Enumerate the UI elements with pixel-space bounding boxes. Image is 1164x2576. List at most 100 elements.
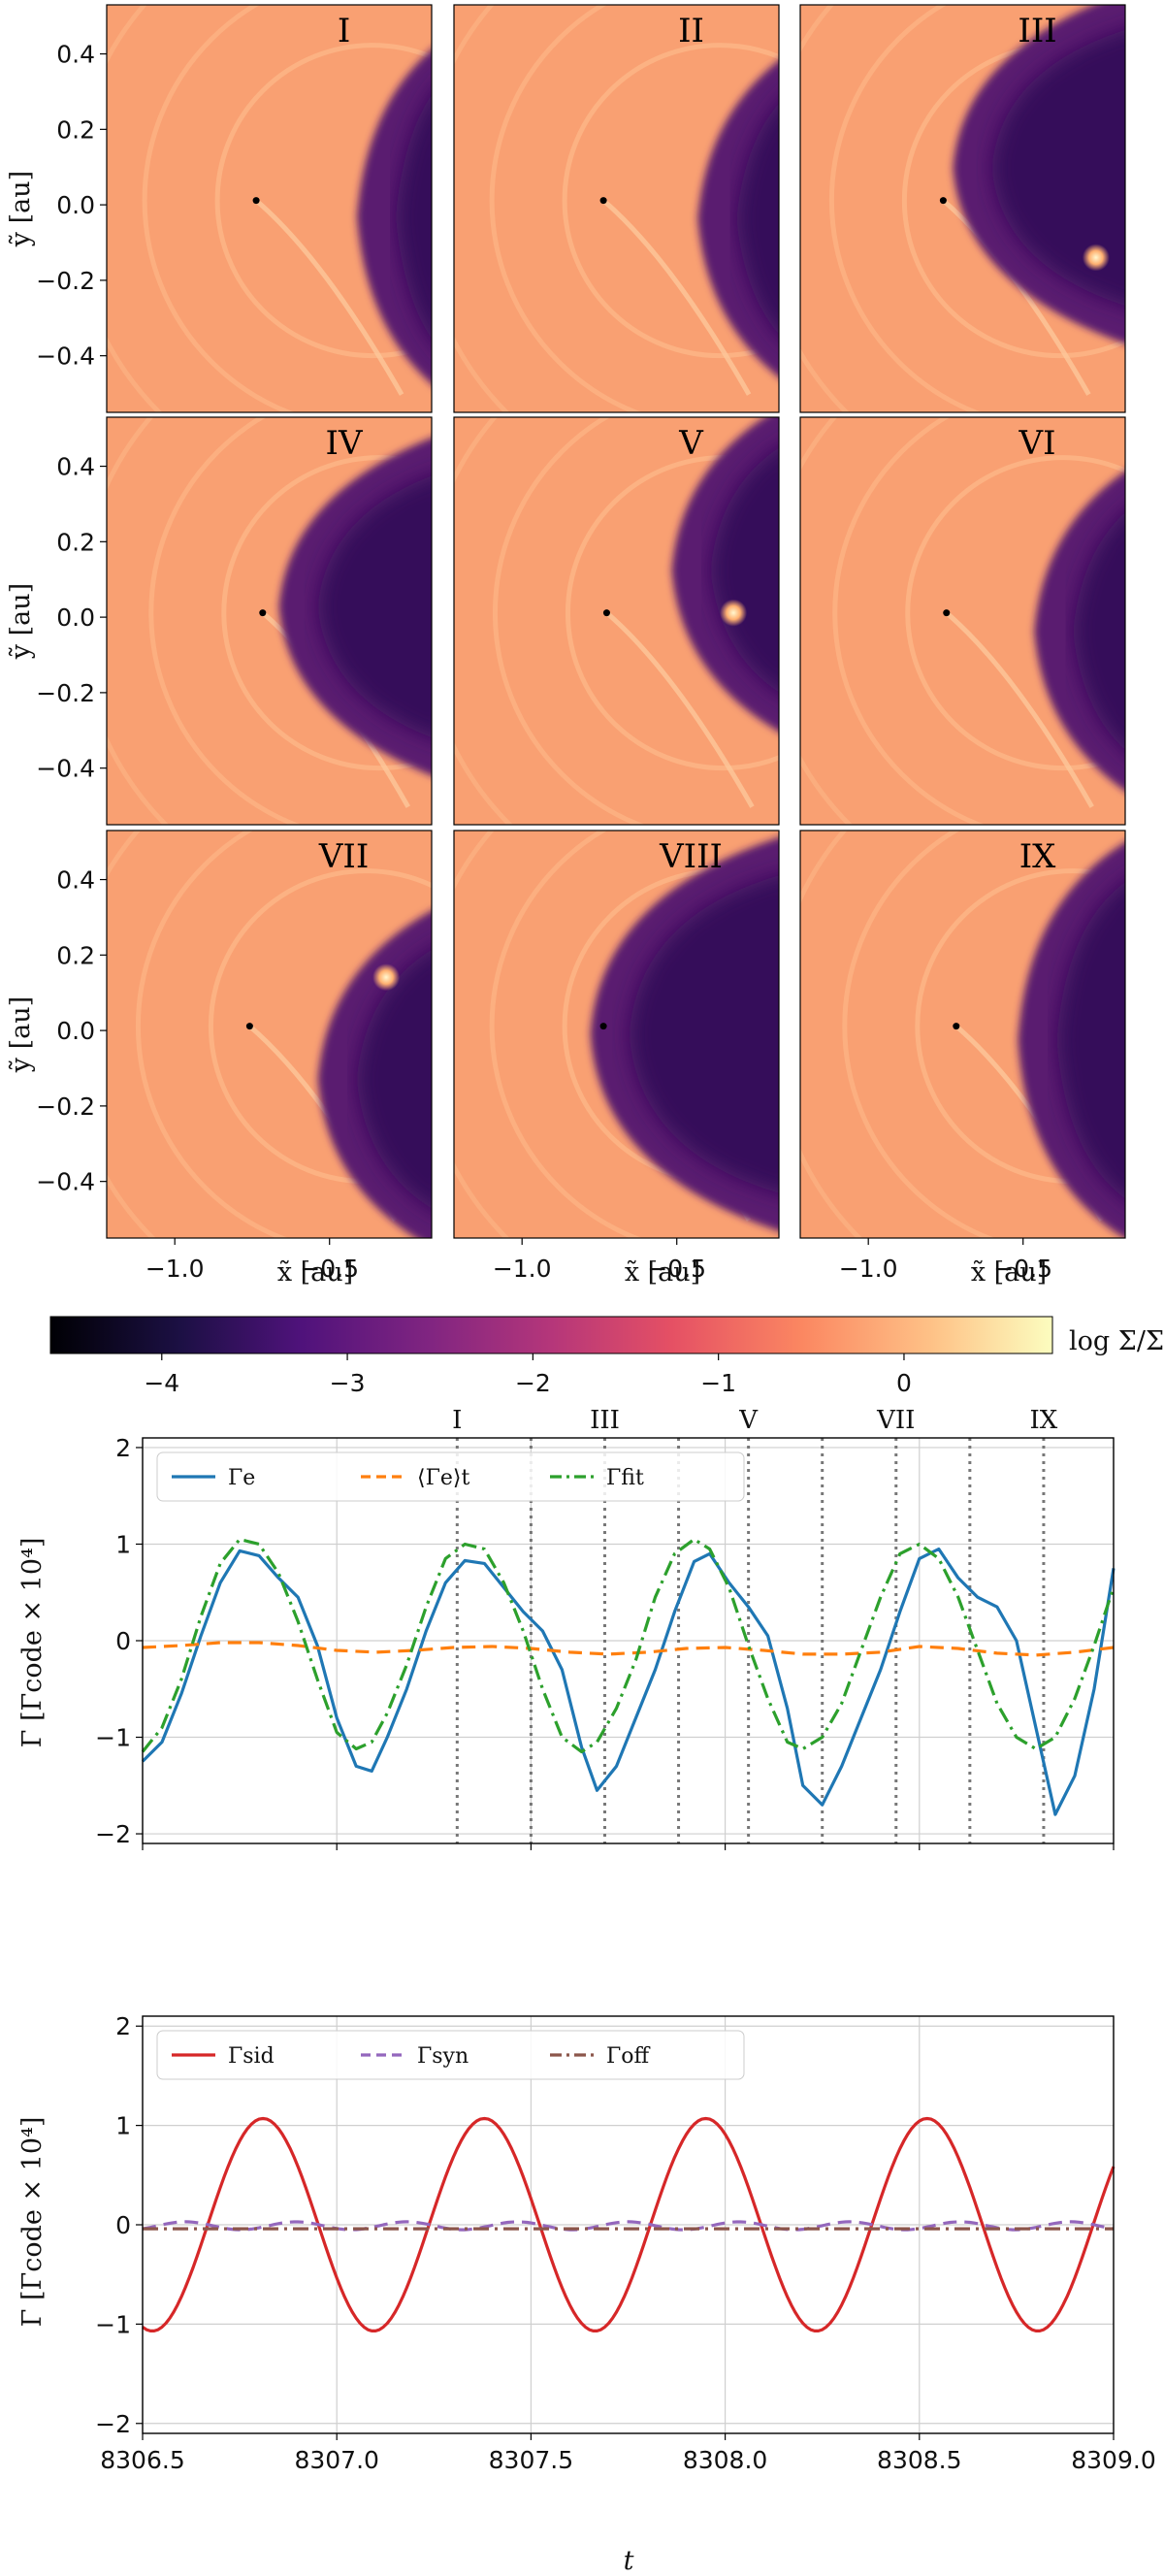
x-tick-label: −1.0 — [839, 1255, 898, 1283]
panel-y-label-row2: ỹ [au] — [6, 583, 36, 660]
panel-label: VIII — [659, 837, 723, 876]
panel-frame — [106, 416, 433, 826]
series-line — [142, 1641, 1115, 1657]
panel-label: III — [1018, 12, 1056, 50]
companion-glow — [1082, 244, 1110, 272]
cavity-core — [629, 875, 779, 1193]
snapshot-marker-label: VII — [876, 1406, 915, 1435]
snapshot-panel: VIII −1.0 −0.5 — [453, 830, 780, 1283]
x-tick-label: 8307.0 — [294, 2446, 378, 2474]
panel-frame — [106, 830, 433, 1239]
panel-x-label-col1: x̃ [au] — [277, 1257, 353, 1288]
series-line — [141, 1537, 1116, 1754]
colorbar: log Σ/Σ₀ −4 −3 −2 −1 0 — [49, 1316, 1164, 1397]
spiral-arm — [254, 198, 404, 396]
y-tick-label: 0.4 — [56, 41, 95, 69]
plot2-x-label: t — [624, 2546, 634, 2576]
plot2-y-label: Γ [Γcode × 10⁴] — [17, 2117, 48, 2328]
legend-entry: ⟨Γe⟩t — [417, 1466, 469, 1490]
cavity-core — [1073, 512, 1125, 750]
snapshot-panel-grid: I0.40.20.0−0.2−0.4II IIIIV0.40.20.0−0.2−0… — [36, 4, 1126, 1283]
snapshot-panel: III — [799, 4, 1126, 413]
colorbar-gradient — [49, 1316, 1053, 1354]
x-tick-label: −0.5 — [300, 1255, 359, 1283]
snapshot-panel: IV 0.4 0.2 0.0 −0.2 −0.4 — [36, 416, 433, 826]
y-tick-label: 1 — [115, 2112, 131, 2140]
plot-frame — [142, 2015, 1115, 2434]
plot-frame — [142, 1437, 1115, 1844]
panel-frame — [799, 830, 1126, 1239]
panel-label: VI — [1018, 424, 1056, 463]
snapshot-panel: IX −1.0 −0.5 — [799, 830, 1126, 1283]
snapshot-panel: V — [453, 416, 780, 826]
panel-x-label-col2: x̃ [au] — [625, 1257, 700, 1288]
colorbar-tick-label: −1 — [700, 1369, 736, 1397]
x-tick-label: −1.0 — [493, 1255, 552, 1283]
y-tick-label: 0 — [115, 2211, 131, 2239]
legend-entry: Γoff — [606, 2044, 651, 2069]
cavity-core — [396, 94, 432, 339]
series-line — [141, 1547, 1116, 1816]
legend: Γe ⟨Γe⟩t Γfit — [156, 1451, 745, 1502]
density-arc — [489, 5, 643, 412]
y-tick-label: 0.0 — [56, 603, 95, 632]
y-tick-label: 2 — [115, 1434, 131, 1462]
density-arc — [148, 417, 303, 825]
snapshot-panel: VII 0.4 0.2 0.0 −0.2 −0.4 −1.0 −0.5 — [36, 830, 433, 1283]
plot1-y-label: Γ [Γcode × 10⁴] — [17, 1538, 48, 1748]
colorbar-label: log Σ/Σ₀ — [1069, 1326, 1164, 1356]
y-tick-label: −2 — [95, 1820, 131, 1848]
density-arc — [493, 417, 646, 825]
legend-entry: Γsid — [228, 2044, 275, 2069]
x-tick-label: 8309.0 — [1071, 2446, 1155, 2474]
y-tick-label: 0.4 — [56, 453, 95, 481]
legend: Γsid Γsyn Γoff — [156, 2030, 745, 2080]
spiral-arm — [604, 610, 755, 808]
panel-frame — [106, 4, 433, 413]
y-tick-label: −0.2 — [36, 267, 95, 295]
density-arc — [135, 831, 289, 1238]
panel-frame — [799, 416, 1126, 826]
y-tick-label: 0.0 — [56, 191, 95, 219]
spiral-arm — [945, 610, 1094, 808]
y-tick-label: −1 — [95, 2310, 131, 2338]
y-tick-label: 0.2 — [56, 941, 95, 969]
cavity-core — [356, 950, 432, 1209]
colorbar-tick-label: 0 — [896, 1369, 912, 1397]
panel-label: IV — [326, 424, 364, 463]
torque-plot-bottom: Γ [Γcode × 10⁴] t 2 1 0 −1 −2 8306.5 8307.0 830… — [17, 2012, 1156, 2576]
cavity-core — [736, 103, 779, 335]
spiral-arm — [601, 198, 752, 396]
legend-entry: Γfit — [606, 1466, 644, 1490]
panel-frame — [453, 830, 780, 1239]
y-tick-label: 0 — [115, 1627, 131, 1655]
density-arc — [828, 5, 983, 412]
colorbar-tick-label: −3 — [330, 1369, 366, 1397]
y-tick-label: −1 — [95, 1724, 131, 1752]
x-tick-label: 8308.5 — [877, 2446, 961, 2474]
snapshot-panel: VI — [799, 416, 1126, 826]
x-tick-label: −0.5 — [647, 1255, 706, 1283]
y-tick-label: 2 — [115, 2012, 131, 2040]
snapshot-panel: II — [453, 4, 780, 413]
y-tick-label: 0.4 — [56, 866, 95, 895]
legend-entry: Γsyn — [417, 2044, 469, 2069]
density-arc — [221, 455, 432, 771]
legend-entry: Γe — [228, 1466, 255, 1490]
star-marker — [599, 1023, 607, 1030]
x-tick-label: −0.5 — [993, 1255, 1052, 1283]
panel-label: I — [338, 12, 350, 50]
companion-glow — [372, 963, 401, 992]
y-tick-label: 1 — [115, 1530, 131, 1558]
star-marker — [953, 1023, 960, 1030]
y-tick-label: 0.0 — [56, 1017, 95, 1045]
y-tick-label: −2 — [95, 2410, 131, 2438]
x-tick-label: −1.0 — [146, 1255, 205, 1283]
panel-label: II — [678, 12, 704, 50]
star-marker — [939, 197, 947, 205]
y-tick-label: −0.2 — [36, 1092, 95, 1121]
y-tick-label: 0.2 — [56, 528, 95, 556]
snapshot-marker-label: III — [590, 1406, 620, 1435]
panel-y-label-row1: ỹ [au] — [6, 171, 36, 247]
star-marker — [259, 609, 267, 617]
